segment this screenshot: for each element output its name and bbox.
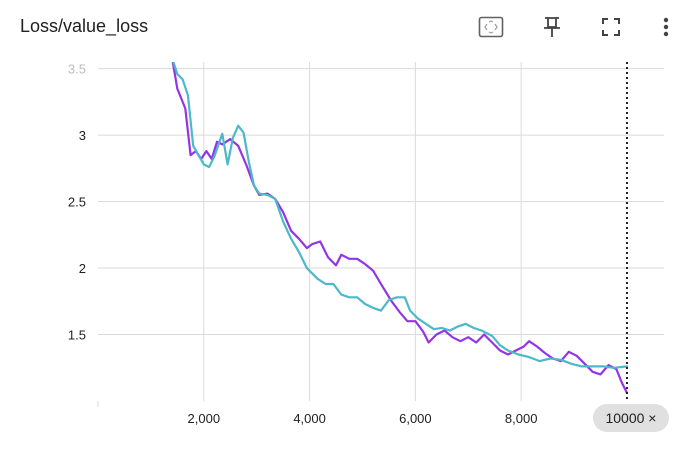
chart-area[interactable]: 1.5 2 2.5 3 3.5 2,000 4,000 6,000 8,000 10000 × — [0, 56, 676, 450]
x-tick-label: 8,000 — [505, 411, 538, 426]
y-tick-label: 1.5 — [68, 328, 86, 343]
chart-title: Loss/value_loss — [20, 16, 149, 36]
series-group — [171, 62, 629, 395]
y-tick-label: 3 — [79, 128, 86, 143]
y-axis: 1.5 2 2.5 3 3.5 — [68, 62, 86, 343]
pin-button[interactable] — [537, 12, 567, 42]
hover-indicator: 10000 × — [592, 62, 669, 432]
x-axis: 2,000 4,000 6,000 8,000 — [97, 401, 538, 426]
y-tick-label: 2.5 — [68, 195, 86, 210]
series-line-2 — [172, 62, 629, 369]
y-tick-label: 3.5 — [68, 62, 86, 77]
fit-domain-icon — [478, 16, 504, 38]
more-vert-icon — [662, 16, 670, 38]
more-options-button[interactable] — [656, 12, 676, 42]
hover-badge-label: 10000 × — [605, 410, 656, 426]
fit-domain-button[interactable] — [476, 12, 506, 42]
fullscreen-icon — [601, 17, 621, 37]
hover-badge — [592, 404, 669, 432]
x-tick-label: 6,000 — [399, 411, 432, 426]
y-tick-label: 2 — [79, 261, 86, 276]
x-tick-label: 2,000 — [188, 411, 221, 426]
pin-icon — [541, 15, 563, 39]
line-chart[interactable]: 1.5 2 2.5 3 3.5 2,000 4,000 6,000 8,000 10000 × — [0, 56, 676, 450]
fullscreen-button[interactable] — [596, 12, 626, 42]
series-line-1 — [171, 62, 629, 395]
grid-lines — [98, 62, 664, 401]
card-header: Loss/value_loss — [0, 0, 676, 56]
x-tick-label: 4,000 — [293, 411, 326, 426]
